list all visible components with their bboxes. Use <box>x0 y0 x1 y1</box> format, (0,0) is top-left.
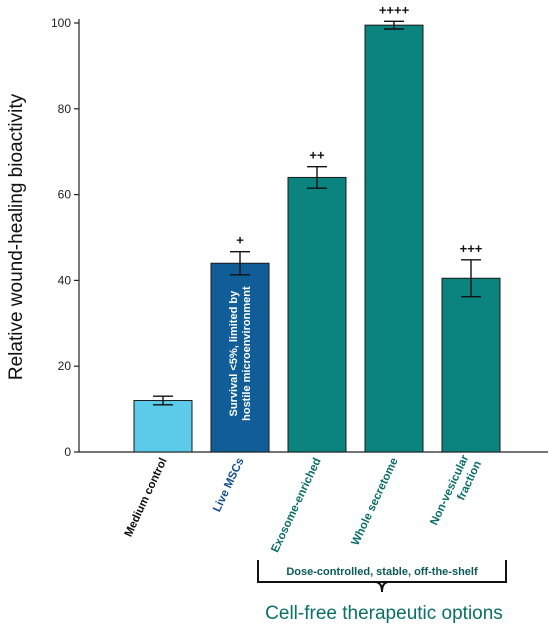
annotations: Survival <5%, limited byhostile microenv… <box>228 286 507 624</box>
y-tick-label: 60 <box>58 188 72 202</box>
bar <box>287 176 347 453</box>
category-label: Exosome-enriched <box>269 456 323 554</box>
y-tick-label: 40 <box>58 273 72 287</box>
significance-label: ++++ <box>379 2 410 17</box>
y-axis-label: Relative wound-healing bioactivity <box>6 93 27 380</box>
category-label: Non-vesicularfraction <box>428 453 484 533</box>
category-label: Whole secretome <box>350 456 401 547</box>
y-tick-label: 100 <box>51 16 71 30</box>
bar <box>133 400 193 453</box>
y-tick-label: 20 <box>58 359 72 373</box>
y-axis-ticks: 0 20 40 60 80 100 <box>51 16 79 459</box>
significance-label: ++ <box>309 148 325 163</box>
y-tick-label: 80 <box>58 102 72 116</box>
in-bar-annotation: Survival <5%, limited byhostile microenv… <box>228 286 253 421</box>
group-subtitle: Dose-controlled, stable, off-the-shelf <box>286 566 478 578</box>
group-bracket <box>257 560 507 583</box>
error-bars <box>153 20 481 406</box>
category-labels: Medium control Live MSCs Exosome-enriched W… <box>123 453 484 555</box>
bar <box>210 262 270 453</box>
bar <box>441 277 501 453</box>
category-label: Live MSCs <box>211 456 246 514</box>
brace-tip <box>374 581 390 593</box>
bar <box>364 24 424 453</box>
category-label: Medium control <box>123 456 170 539</box>
significance-labels: ++++++++++ <box>236 2 483 256</box>
significance-label: + <box>236 233 244 248</box>
group-title: Cell-free therapeutic options <box>265 603 503 624</box>
significance-label: +++ <box>460 241 483 256</box>
y-tick-label: 0 <box>64 445 71 459</box>
bars <box>133 24 501 453</box>
